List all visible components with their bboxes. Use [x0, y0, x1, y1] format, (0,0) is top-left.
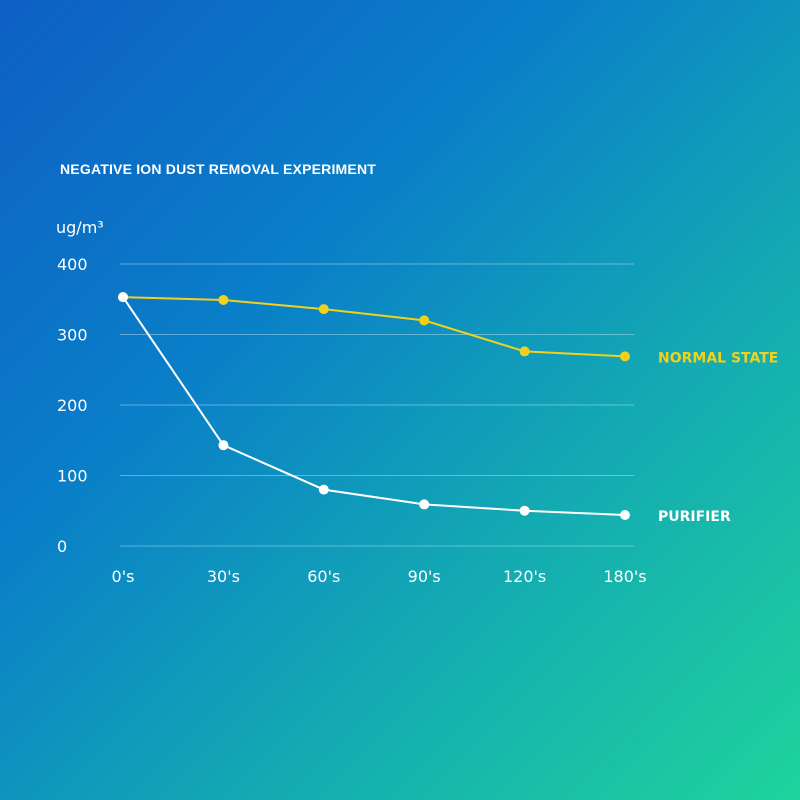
data-point	[519, 505, 530, 516]
data-point	[218, 440, 229, 451]
data-point	[318, 304, 329, 315]
series-label: PURIFIER	[658, 509, 731, 525]
y-tick-label: 300	[57, 326, 88, 345]
x-tick-label: 90's	[408, 567, 441, 586]
data-point	[419, 499, 430, 510]
x-tick-label: 180's	[603, 567, 646, 586]
y-tick-label: 200	[57, 396, 88, 415]
data-point	[519, 346, 530, 357]
y-tick-label: 0	[57, 537, 67, 556]
y-tick-label: 100	[57, 467, 88, 486]
data-point	[218, 294, 229, 305]
data-point	[620, 509, 630, 520]
x-tick-label: 60's	[307, 567, 340, 586]
x-tick-label: 120's	[503, 567, 546, 586]
series-label: NORMAL STATE	[658, 350, 778, 366]
y-tick-label: 400	[57, 255, 88, 274]
chart-title: NEGATIVE ION DUST REMOVAL EXPERIMENT	[60, 161, 377, 177]
data-point	[620, 351, 630, 362]
y-axis-label: ug/m³	[56, 218, 104, 237]
data-point	[419, 315, 430, 326]
x-tick-label: 30's	[207, 567, 240, 586]
series-line	[122, 296, 626, 358]
data-point	[118, 292, 128, 303]
x-tick-label: 0's	[112, 567, 135, 586]
series-line	[122, 296, 626, 516]
data-point	[318, 484, 329, 495]
